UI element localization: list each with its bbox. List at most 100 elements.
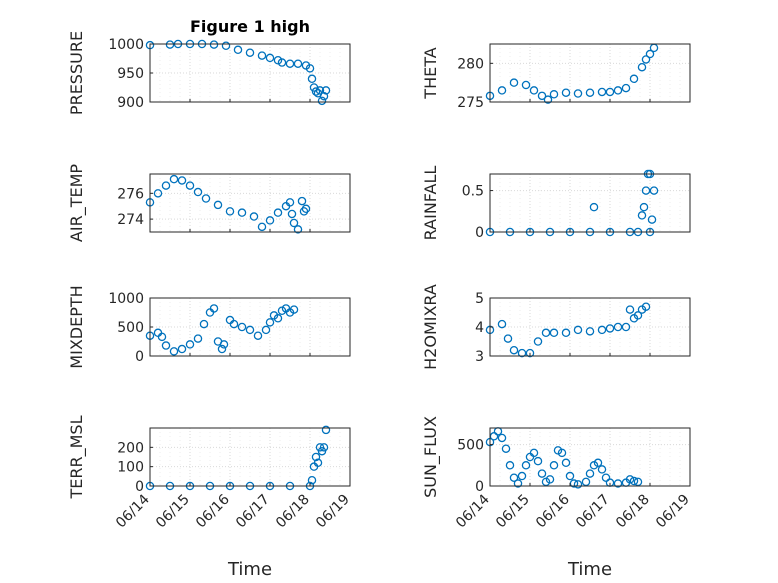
axes-box — [149, 173, 351, 233]
data-point — [297, 196, 307, 206]
data-point — [199, 319, 209, 329]
data-point — [509, 78, 519, 87]
data-point — [585, 469, 595, 478]
y-tick-label: 276 — [117, 186, 144, 202]
data-point — [299, 207, 309, 216]
data-point — [217, 344, 227, 354]
data-point — [311, 452, 321, 462]
data-point — [319, 91, 329, 101]
data-point — [261, 325, 271, 335]
data-point — [257, 51, 267, 60]
data-point — [639, 202, 649, 212]
data-point — [245, 48, 255, 57]
data-point — [505, 461, 515, 470]
data-point — [581, 477, 591, 487]
data-point — [161, 341, 171, 350]
x-axis-label: Time — [567, 559, 612, 580]
data-point — [307, 475, 317, 485]
data-point — [497, 433, 507, 443]
data-point — [621, 83, 631, 93]
data-point — [319, 443, 329, 452]
data-point — [573, 89, 583, 98]
x-tick-label: 06/15 — [493, 492, 533, 532]
y-tick-label: 3 — [475, 349, 484, 365]
y-tick-label: 0 — [135, 479, 144, 495]
data-point — [561, 328, 571, 338]
data-point — [221, 41, 231, 50]
series — [485, 43, 659, 104]
data-point — [253, 331, 263, 340]
y-axis-label: THETA — [421, 47, 440, 99]
y-tick-label: 200 — [117, 440, 144, 456]
y-tick-label: 275 — [457, 95, 484, 111]
x-tick-label: 06/14 — [453, 491, 493, 531]
data-point — [521, 80, 531, 90]
data-point — [529, 448, 539, 458]
series — [485, 427, 643, 489]
data-point — [613, 479, 623, 488]
data-point — [541, 328, 551, 338]
data-point — [165, 40, 175, 49]
data-point — [645, 49, 655, 59]
data-point — [621, 322, 631, 332]
data-point — [517, 348, 527, 358]
axes-box — [489, 43, 691, 103]
data-point — [177, 344, 187, 354]
data-point — [633, 311, 643, 320]
data-point — [501, 444, 511, 453]
y-tick-label: 1000 — [108, 291, 144, 307]
data-point — [233, 45, 243, 55]
data-point — [225, 207, 235, 216]
y-tick-label: 0 — [475, 225, 484, 241]
axes-box — [149, 427, 351, 487]
data-point — [543, 95, 553, 104]
chart-title: Figure 1 high — [190, 17, 310, 36]
data-point — [193, 334, 203, 343]
y-axis-label: TERR_MSL — [67, 415, 87, 499]
data-point — [533, 337, 543, 346]
data-point — [249, 212, 259, 221]
data-point — [597, 465, 607, 474]
data-point — [605, 324, 615, 333]
data-point — [585, 327, 595, 336]
data-point — [307, 74, 317, 84]
data-point — [257, 222, 267, 232]
data-point — [633, 477, 643, 487]
data-point — [185, 340, 195, 349]
data-point — [525, 348, 535, 358]
data-point — [273, 314, 283, 323]
data-point — [293, 225, 303, 234]
data-point — [549, 328, 559, 338]
data-point — [219, 340, 229, 349]
y-tick-label: 0 — [135, 349, 144, 365]
data-point — [265, 318, 275, 327]
data-point — [285, 59, 295, 68]
y-tick-label: 4 — [475, 320, 484, 336]
data-point — [213, 200, 223, 210]
data-point — [641, 186, 651, 195]
data-point — [265, 216, 275, 225]
data-point — [177, 176, 187, 185]
x-tick-label: 06/16 — [193, 491, 233, 531]
y-tick-label: 280 — [457, 56, 484, 72]
x-tick-label: 06/17 — [233, 492, 273, 532]
data-point — [529, 86, 539, 95]
data-point — [265, 53, 275, 63]
y-axis-label: PRESSURE — [67, 31, 86, 115]
data-point — [287, 209, 297, 219]
data-point — [649, 186, 659, 195]
data-point — [517, 471, 527, 481]
data-point — [537, 91, 547, 101]
data-point — [237, 322, 247, 332]
data-point — [277, 58, 287, 67]
data-point — [597, 325, 607, 335]
subplot-2: 275 280 THETA — [421, 43, 691, 111]
data-point — [289, 218, 299, 228]
data-point — [209, 304, 219, 313]
y-axis-label: AIR_TEMP — [67, 164, 87, 242]
data-point — [561, 88, 571, 97]
data-point — [315, 86, 325, 95]
data-point — [597, 87, 607, 97]
data-point — [503, 334, 513, 343]
